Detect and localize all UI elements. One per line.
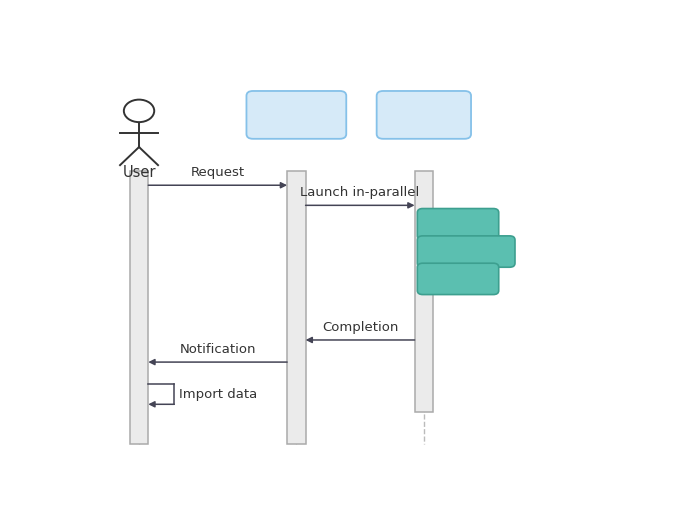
Text: Execution: Execution: [388, 108, 460, 122]
Text: Import data: Import data: [178, 388, 257, 401]
Text: Notification: Notification: [179, 342, 256, 355]
Text: Launch in-parallel: Launch in-parallel: [300, 186, 420, 199]
Text: Batch Service: Batch Service: [246, 108, 346, 122]
FancyBboxPatch shape: [246, 91, 346, 139]
FancyBboxPatch shape: [377, 91, 471, 139]
Text: Algo 2: Algo 2: [443, 244, 489, 259]
Bar: [414, 171, 433, 412]
FancyBboxPatch shape: [417, 209, 498, 240]
FancyBboxPatch shape: [417, 236, 515, 267]
FancyBboxPatch shape: [417, 263, 498, 294]
Text: User: User: [122, 165, 156, 180]
Text: Completion: Completion: [322, 321, 398, 334]
Text: Algo 1: Algo 1: [435, 217, 481, 232]
Bar: [287, 171, 306, 445]
Bar: [130, 171, 148, 445]
Text: Request: Request: [190, 166, 245, 179]
Text: Algo 3: Algo 3: [435, 271, 481, 287]
